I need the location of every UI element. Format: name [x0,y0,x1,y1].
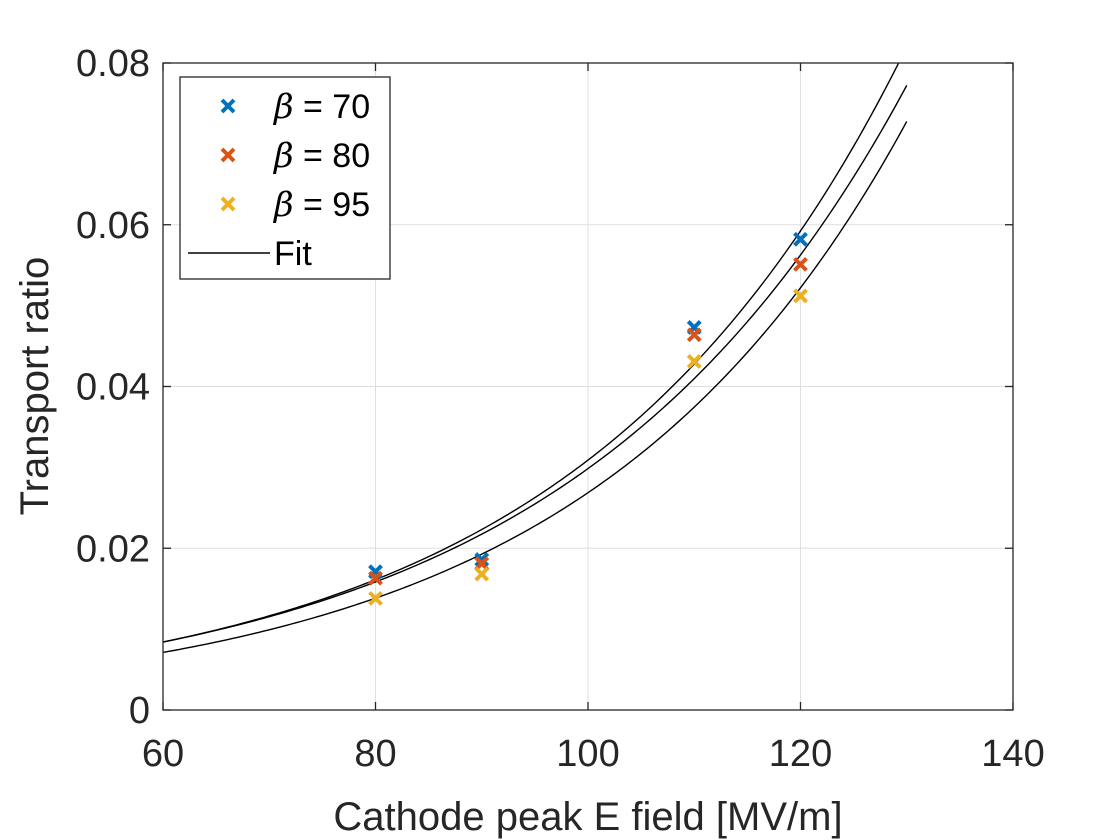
x-tick-label: 80 [354,733,396,775]
legend-box [179,76,391,280]
x-tick-label: 100 [556,733,619,775]
legend-label: = 95 [303,186,370,224]
legend-beta-symbol: β [272,87,294,127]
legend-label: = 80 [303,137,370,175]
x-tick-label: 120 [769,733,832,775]
x-axis-label: Cathode peak E field [MV/m] [333,795,842,839]
legend-fit-label: Fit [274,235,312,273]
data-point-series-1 [686,327,702,343]
y-axis-label: Transport ratio [13,257,57,516]
data-point-series-1 [793,256,808,272]
data-point-series-1 [368,570,383,586]
data-point-series-0 [474,552,490,567]
y-tick-label: 0 [129,690,150,732]
y-tick-label: 0.04 [76,367,150,409]
legend-marker [220,98,236,114]
legend-label: = 70 [303,88,370,126]
fit-curve [163,121,908,654]
legend-entry: β = 80 [220,136,370,176]
tick-labels: 60 80 100 120 140 0 0.02 0.04 0.06 0.08 [76,43,1045,775]
data-point-series-0 [793,231,808,247]
fit-curves [163,63,908,654]
data-point-series-2 [474,566,490,582]
y-tick-label: 0.08 [76,43,150,85]
legend-entry-fit: Fit [188,235,312,273]
legend-beta-symbol: β [272,185,294,225]
fit-curve [163,63,900,643]
data-point-series-2 [368,590,383,606]
y-tick-label: 0.02 [76,528,150,570]
data-points [368,231,808,606]
data-point-series-2 [793,288,808,304]
data-point-series-2 [686,354,702,369]
legend-marker [220,147,236,163]
x-tick-label: 60 [142,733,184,775]
legend-beta-symbol: β [272,136,294,176]
fit-curve [163,85,908,643]
legend-entry: β = 95 [220,185,370,225]
x-tick-label: 140 [981,733,1044,775]
legend-marker [220,196,236,212]
legend-entry: β = 70 [220,87,370,127]
axis-ticks [162,62,1014,711]
y-tick-label: 0.06 [76,205,150,247]
